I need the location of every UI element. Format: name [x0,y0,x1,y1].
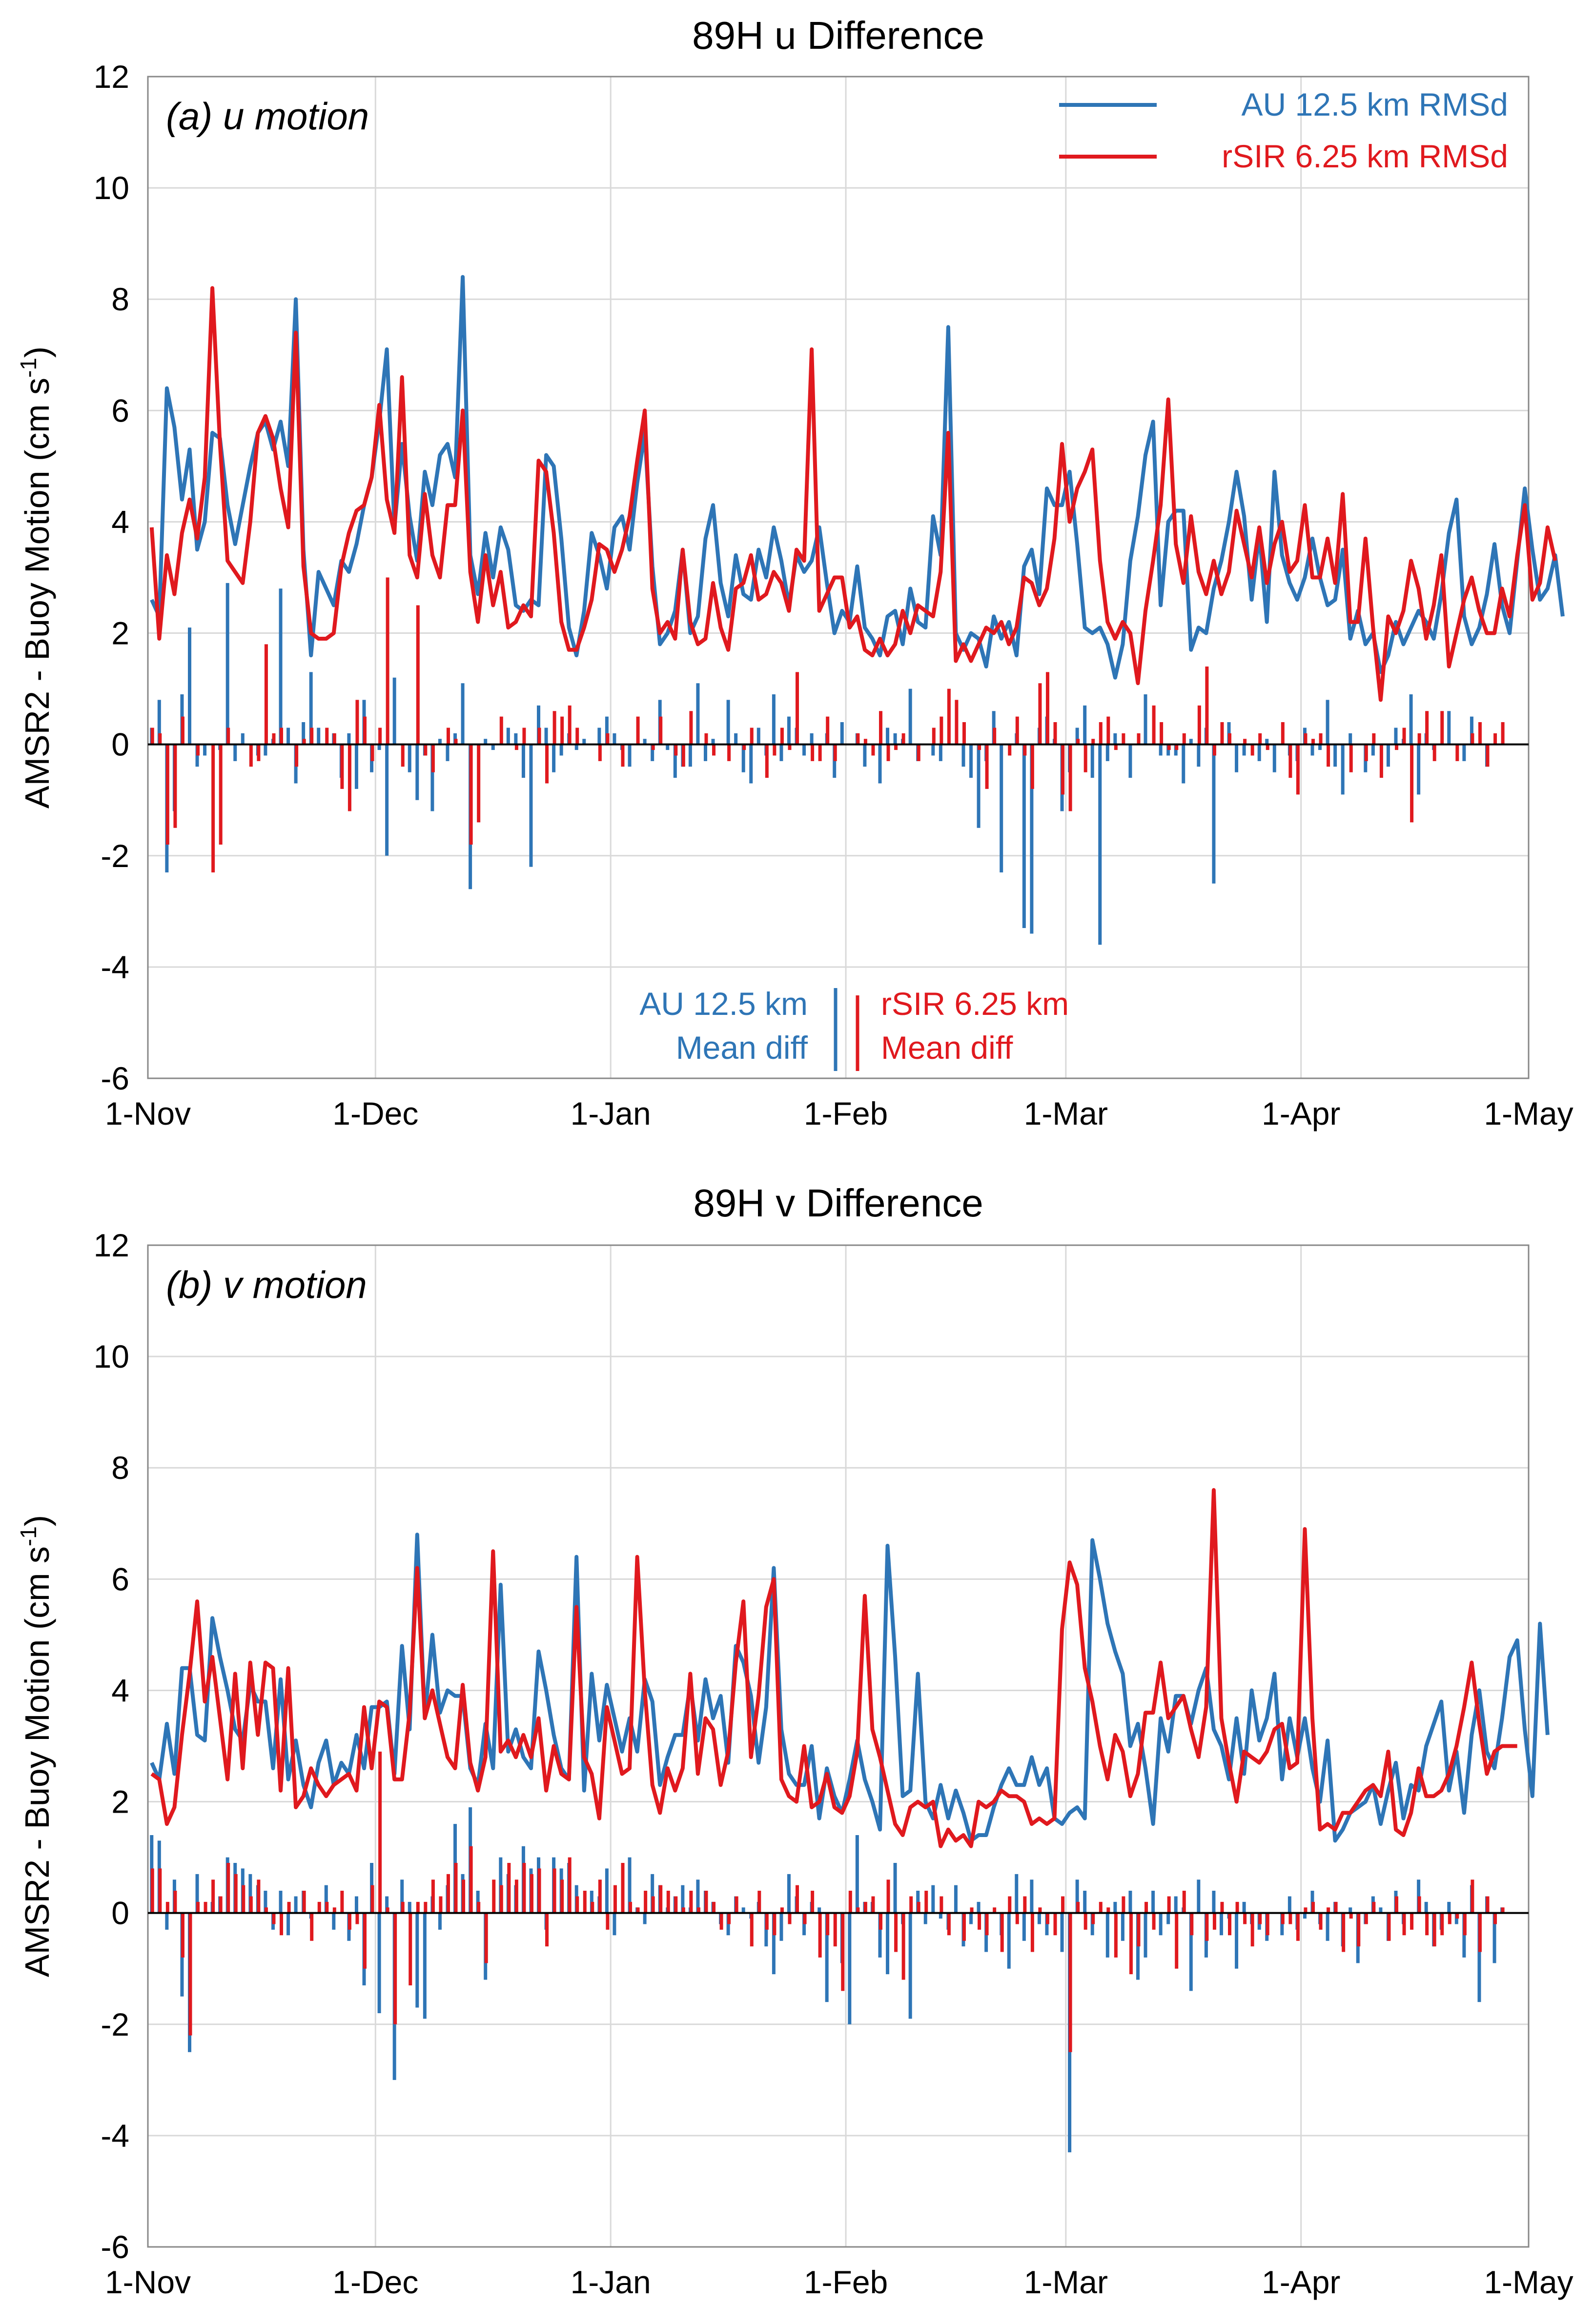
y-axis-label-main: AMSR2 - Buoy Motion (cm s [18,378,56,808]
x-tick-label: 1-May [1484,2264,1573,2300]
y-tick-label: 12 [94,59,129,95]
chart-panel-u: -6 -4 -2 0 2 4 6 8 10 12 1-Nov 1-Dec 1-Jan 1-Feb 1-Mar… [16,14,1574,1132]
y-tick-label: 4 [111,1672,129,1708]
x-tick-label: 1-Nov [105,1095,191,1132]
y-tick-label: 0 [111,727,129,763]
y-axis-label-tail: ) [18,346,56,358]
y-tick-label: 8 [111,1450,129,1486]
y-tick-label: -4 [101,2118,129,2154]
bar-legend-au-text: AU 12.5 km [639,986,808,1022]
chart-title: 89H u Difference [692,14,984,57]
bar-legend-au-text: Mean diff [676,1030,808,1066]
legend: AU 12.5 km RMSd rSIR 6.25 km RMSd [1059,86,1508,174]
y-tick-label: 12 [94,1227,129,1263]
chart-title: 89H v Difference [693,1181,983,1225]
x-tick-label: 1-Dec [332,1095,418,1132]
y-tick-label: 10 [94,170,129,206]
legend-entry: rSIR 6.25 km RMSd [1222,138,1508,174]
x-tick-label: 1-Jan [571,1095,651,1132]
plot-frame [147,76,1530,1079]
bar-legend: AU 12.5 km Mean diff rSIR 6.25 km Mean diff [639,986,1069,1071]
panel-label: (a) u motion [166,95,369,138]
y-axis-label-sup: -1 [16,358,41,378]
rsir-rmsd-line [149,286,1557,702]
y-axis-label: AMSR2 - Buoy Motion (cm s-1) [16,346,56,808]
y-tick-label: -6 [101,1060,129,1096]
legend-entry: AU 12.5 km RMSd [1242,86,1509,122]
y-tick-label: 10 [94,1338,129,1374]
y-tick-label: 6 [111,392,129,428]
x-tick-label: 1-May [1484,1095,1573,1132]
y-tick-label: 6 [111,1561,129,1597]
y-tick-label: -6 [101,2229,129,2265]
chart-panel-v: -6 -4 -2 0 2 4 6 8 10 12 1-Nov 1-Dec 1-Jan 1-Feb 1-Mar… [16,1181,1574,2300]
panel-label: (b) v motion [166,1263,367,1306]
y-tick-label: 4 [111,504,129,540]
y-tick-label: 2 [111,1784,129,1820]
x-tick-label: 1-Feb [804,2264,888,2300]
bar-legend-rsir-text: rSIR 6.25 km [881,986,1069,1022]
x-tick-label: 1-Nov [105,2264,191,2300]
bar-legend-rsir-text: Mean diff [881,1030,1013,1066]
y-tick-label: -2 [101,838,129,874]
rsir-rmsd-line [150,1488,1517,1848]
y-axis-label: AMSR2 - Buoy Motion (cm s-1) [16,1515,56,1977]
x-tick-label: 1-Apr [1262,2264,1340,2300]
y-tick-label: 0 [111,1895,129,1931]
y-axis-label-tail: ) [18,1515,56,1526]
y-tick-label: -4 [101,949,129,985]
x-tick-label: 1-Apr [1262,1095,1340,1132]
x-tick-label: 1-Jan [571,2264,651,2300]
y-tick-label: -2 [101,2006,129,2042]
x-tick-label: 1-Feb [804,1095,888,1132]
y-axis-label-sup: -1 [16,1526,41,1546]
x-tick-label: 1-Mar [1024,1095,1108,1132]
x-tick-label: 1-Dec [332,2264,418,2300]
au-rmsd-line [150,275,1565,680]
x-tick-label: 1-Mar [1024,2264,1108,2300]
y-tick-label: 8 [111,281,129,317]
y-axis-label-main: AMSR2 - Buoy Motion (cm s [18,1546,56,1977]
y-tick-label: 2 [111,615,129,651]
